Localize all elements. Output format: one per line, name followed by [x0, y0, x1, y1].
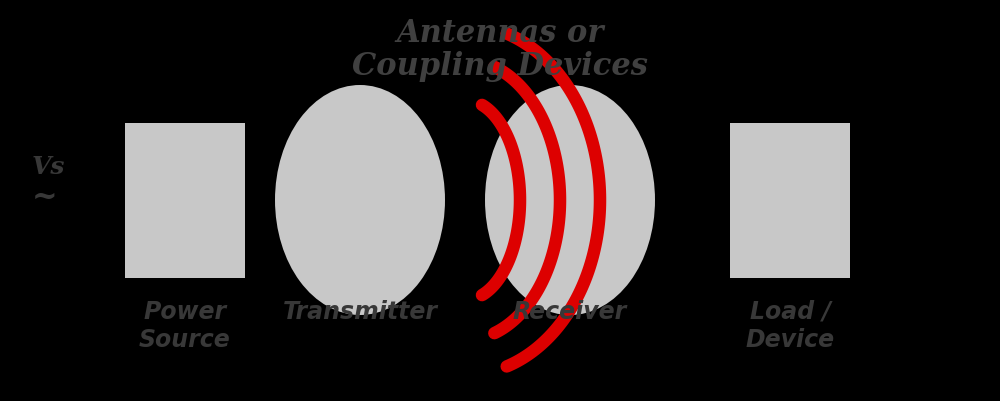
Text: Antennas or: Antennas or — [396, 18, 604, 49]
Ellipse shape — [485, 86, 655, 315]
Text: Power
Source: Power Source — [139, 299, 231, 351]
Bar — [125, 123, 245, 278]
Ellipse shape — [275, 86, 445, 315]
Bar — [730, 123, 850, 278]
Text: Coupling Devices: Coupling Devices — [352, 51, 648, 82]
Text: Load /
Device: Load / Device — [745, 299, 835, 351]
Text: Vs: Vs — [32, 155, 66, 178]
Text: Transmitter: Transmitter — [283, 299, 438, 323]
Text: Receiver: Receiver — [513, 299, 627, 323]
Text: ~: ~ — [32, 181, 58, 212]
